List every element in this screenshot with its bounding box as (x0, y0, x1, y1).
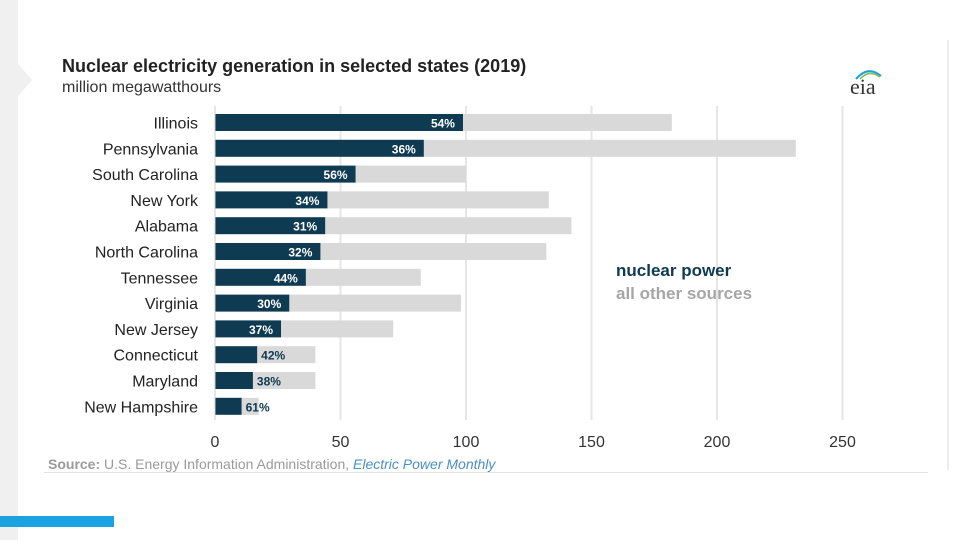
legend-all-other-sources: all other sources (616, 284, 753, 303)
data-label-tennessee: 44% (274, 271, 298, 285)
bar-other-connecticut (257, 346, 316, 364)
x-tick-label-100: 100 (453, 434, 480, 451)
category-label-pennsylvania: Pennsylvania (103, 141, 198, 158)
bar-nuclear-illinois (215, 114, 463, 131)
bar-other-virginia (289, 294, 461, 312)
bar-nuclear-tennessee (215, 268, 306, 286)
accent-bar (0, 516, 114, 527)
bar-nuclear-new-hampshire (215, 397, 242, 415)
category-label-south-carolina: South Carolina (92, 167, 198, 184)
bar-other-new-jersey (281, 320, 394, 338)
bar-nuclear-maryland (215, 372, 253, 389)
category-label-virginia: Virginia (145, 296, 198, 313)
bar-other-north-carolina (320, 243, 547, 260)
bar-nuclear-new-jersey (215, 320, 282, 338)
bar-nuclear-connecticut (215, 346, 258, 364)
bar-other-south-carolina (355, 165, 466, 183)
category-label-new-hampshire: New Hampshire (84, 399, 198, 416)
source-label: Source: (48, 456, 101, 472)
category-label-new-jersey: New Jersey (114, 322, 198, 339)
bar-nuclear-new-york (215, 191, 328, 209)
data-label-alabama: 31% (293, 220, 317, 234)
data-label-virginia: 30% (257, 297, 281, 311)
source-publication: Electric Power Monthly (353, 456, 496, 472)
left-margin-strip (0, 0, 18, 540)
category-label-alabama: Alabama (135, 219, 198, 236)
source-text: U.S. Energy Information Administration, (100, 456, 354, 472)
category-label-north-carolina: North Carolina (95, 245, 198, 262)
left-notch-decoration (18, 64, 32, 96)
chart-subtitle: million megawatthours (62, 79, 222, 96)
bar-nuclear-north-carolina (215, 243, 321, 260)
x-tick-label-0: 0 (211, 434, 220, 451)
bar-other-new-hampshire (241, 397, 259, 415)
data-label-illinois: 54% (431, 117, 455, 131)
bar-other-illinois (462, 114, 672, 131)
bar-nuclear-alabama (215, 217, 326, 235)
x-tick-label-250: 250 (829, 434, 856, 451)
bar-other-new-york (327, 191, 549, 209)
bar-nuclear-virginia (215, 294, 290, 312)
footer-divider (44, 472, 928, 473)
bar-other-alabama (325, 217, 572, 235)
source-note: Source: U.S. Energy Information Administ… (48, 456, 495, 472)
eia-logo-arc (855, 70, 882, 80)
category-label-new-york: New York (130, 193, 199, 210)
data-label-new-jersey: 37% (249, 323, 273, 337)
data-label-new-hampshire: 61% (246, 400, 270, 414)
x-tick-label-200: 200 (704, 434, 731, 451)
legend-nuclear-power: nuclear power (616, 261, 732, 280)
data-label-new-york: 34% (295, 194, 319, 208)
x-tick-label-150: 150 (578, 434, 605, 451)
data-label-south-carolina: 56% (324, 168, 348, 182)
eia-logo: eia (846, 68, 888, 99)
category-label-tennessee: Tennessee (121, 270, 198, 287)
right-border-rule (947, 40, 949, 470)
bar-nuclear-south-carolina (215, 165, 356, 183)
category-label-maryland: Maryland (132, 374, 198, 391)
category-label-illinois: Illinois (154, 116, 198, 133)
eia-logo-text: eia (850, 74, 876, 99)
bar-other-tennessee (305, 268, 421, 286)
bar-other-pennsylvania (423, 139, 796, 157)
chart-title: Nuclear electricity generation in select… (62, 56, 527, 76)
data-label-pennsylvania: 36% (392, 142, 416, 156)
x-tick-label-50: 50 (332, 434, 350, 451)
bar-other-maryland (252, 372, 316, 389)
data-label-connecticut: 42% (261, 349, 285, 363)
data-label-north-carolina: 32% (288, 246, 312, 260)
data-label-maryland: 38% (257, 375, 281, 389)
category-label-connecticut: Connecticut (114, 348, 199, 365)
bar-nuclear-pennsylvania (215, 139, 424, 157)
